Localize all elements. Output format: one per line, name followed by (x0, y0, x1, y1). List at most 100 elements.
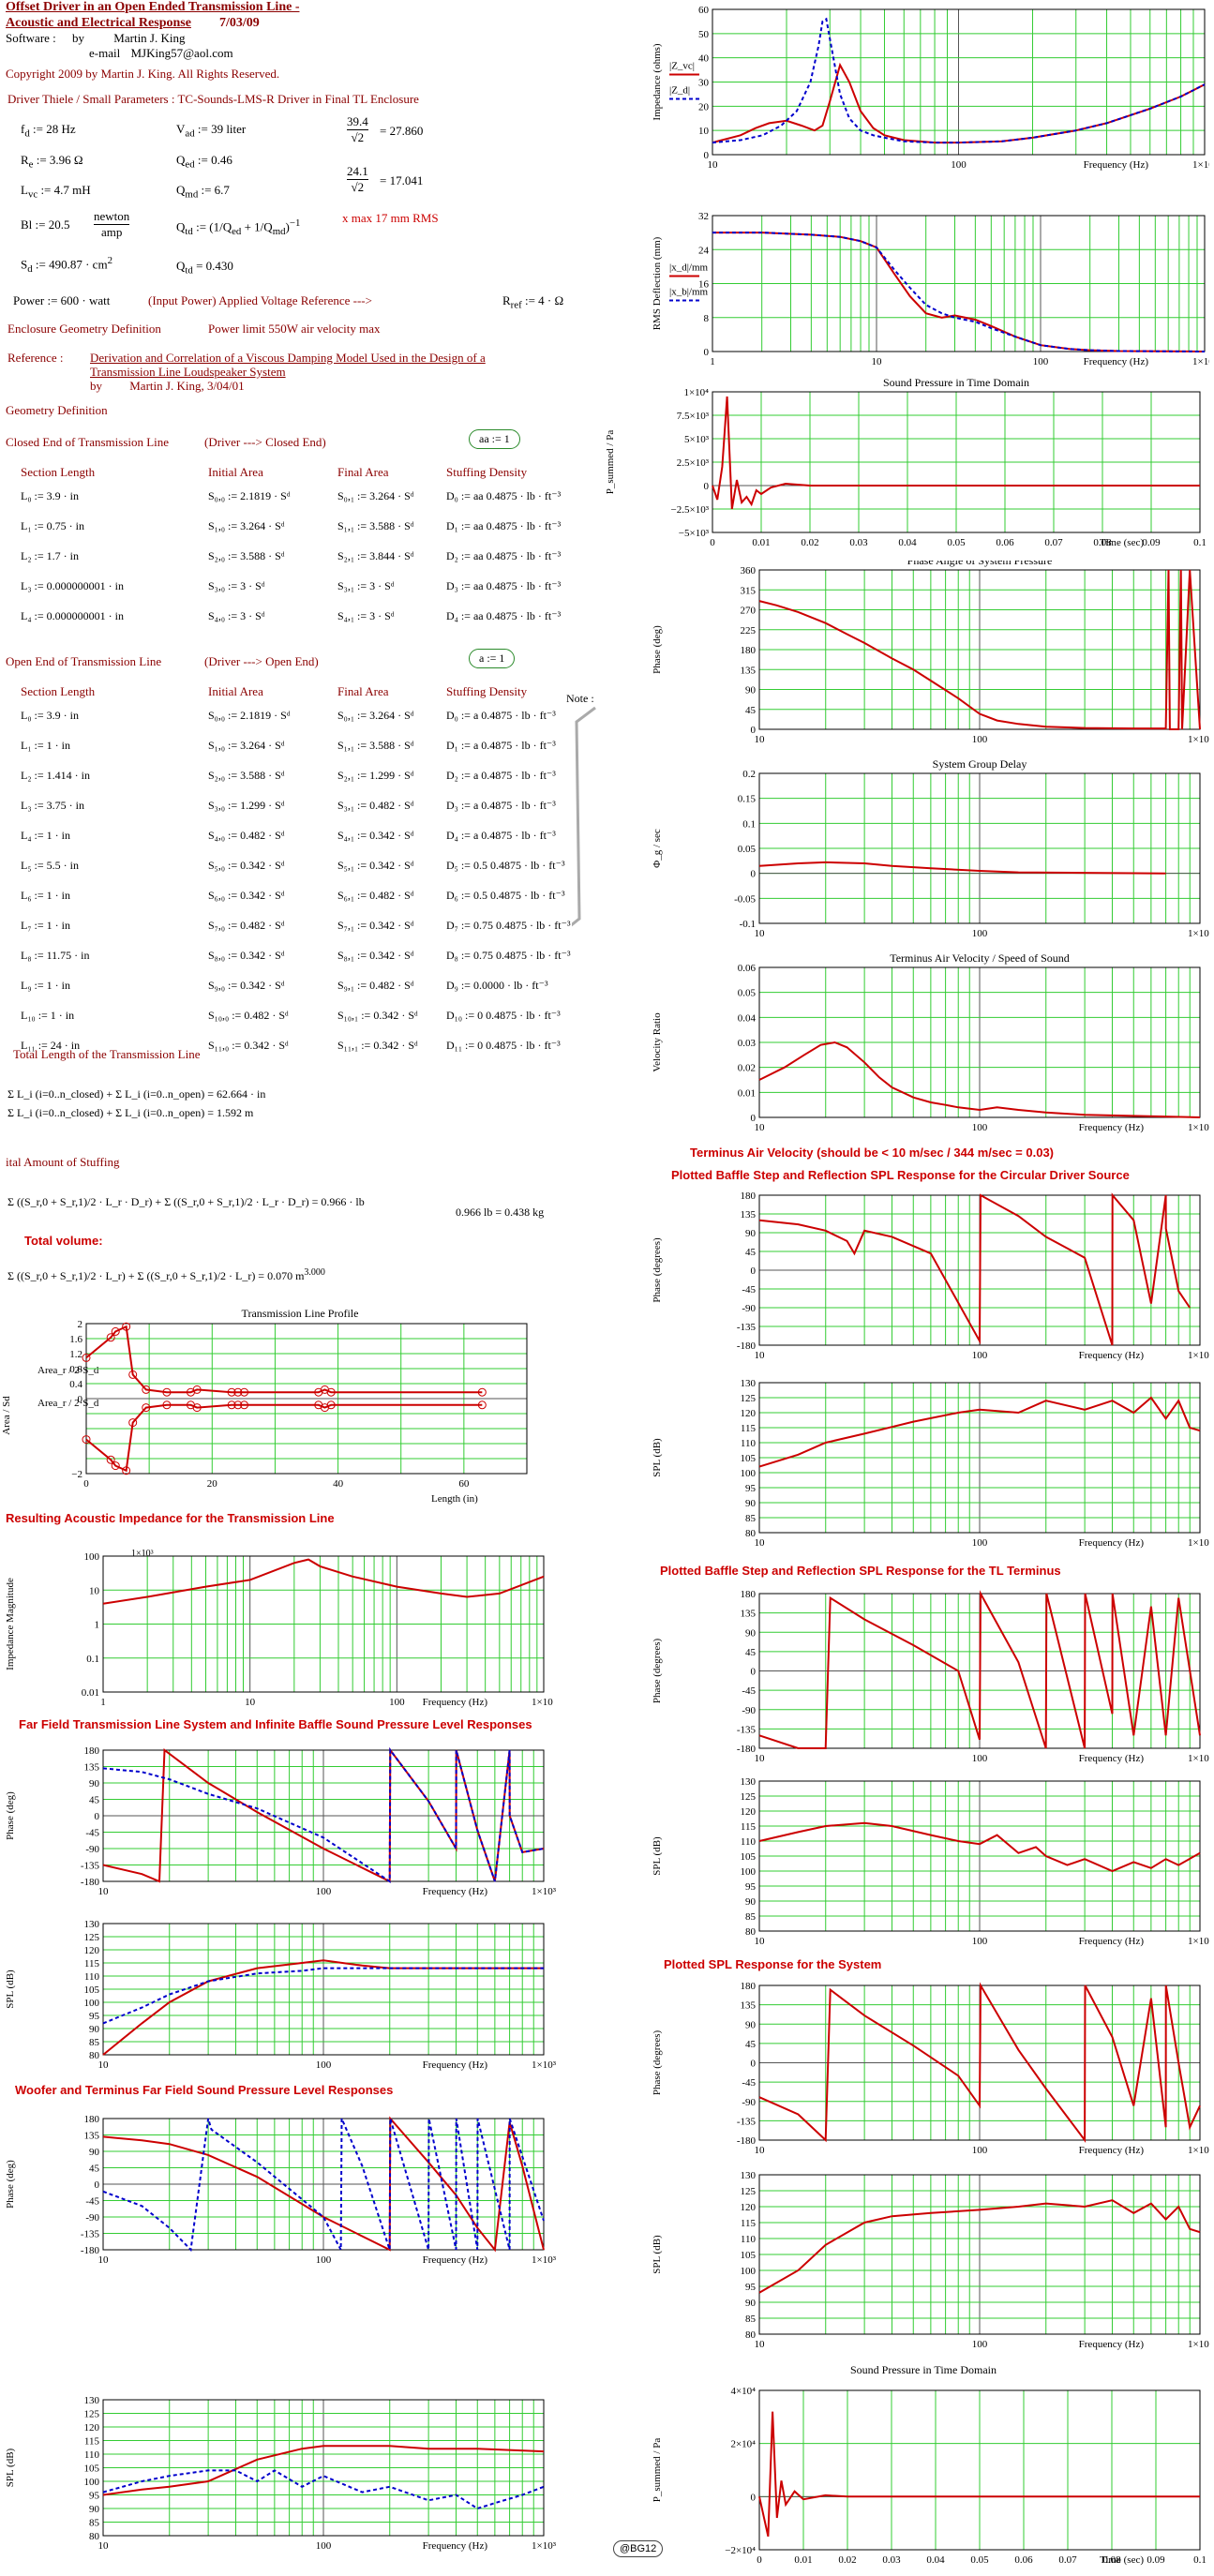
x-tick-label: 0.05 (970, 2554, 989, 2566)
open-cell: S₄,₁ := 0.342 · Sᵈ (337, 829, 414, 842)
y-tick-label: 1×10³ (131, 1549, 154, 1559)
closed-switch[interactable]: aa := 1 (469, 429, 520, 449)
reference-line-1[interactable]: Derivation and Correlation of a Viscous … (90, 351, 486, 365)
phase-system-chart: 0 45 90 135 180 225 270 315 360 10 100 1×10³ Phase (… (652, 561, 1209, 745)
profile-marker (111, 1326, 120, 1336)
x-tick-label: 1×10³ (1188, 2339, 1209, 2350)
acoustic-impedance-chart: 0.01 0.1 1 10 100 1 10 100 1×10³ Frequency (Hz) Im… (5, 1549, 553, 1708)
closed-cell: L₀ := 3.9 · in (21, 489, 79, 502)
open-cell: S₁₀,₁ := 0.342 · Sᵈ (337, 1009, 418, 1022)
param-re: Re := 3.96 Ω (21, 153, 83, 171)
param-fd: fd := 28 Hz (21, 122, 76, 140)
y-tick-label: 180 (84, 2114, 100, 2125)
plot-frame (102, 2118, 545, 2251)
qtd-e2: ed (232, 225, 242, 237)
profile-marker (142, 1385, 151, 1394)
y-tick-label: 115 (741, 1423, 757, 1434)
y-tick-label: 130 (741, 2170, 757, 2181)
fd-sym: f (21, 122, 25, 136)
open-cell: D₈ := 0.75 0.4875 · lb · ft⁻³ (446, 949, 571, 962)
open-switch[interactable]: a := 1 (469, 649, 516, 668)
expr1-den: √2 (351, 130, 365, 144)
y-tick-label: 120 (84, 1945, 100, 1956)
expr-1: 39.4 √2 (347, 114, 368, 145)
param-rref: Rref := 4 · Ω (502, 293, 563, 311)
legend-label: |Z_vc| (669, 61, 695, 72)
y-tick-label: 0 (704, 481, 710, 492)
plot-frame (758, 966, 1201, 1118)
email-link[interactable]: MJKing57@aol.com (130, 46, 233, 60)
profile-marker (233, 1387, 243, 1397)
expr2-num: 24.1 (347, 164, 368, 180)
total-length-heading: Total Length of the Transmission Line (13, 1047, 201, 1061)
closed-cell: S₄,₀ := 3 · Sᵈ (208, 609, 265, 622)
y-axis-label: P_summed / Pa (652, 2438, 663, 2503)
legend-label: |Z_d| (669, 85, 690, 97)
closed-cell: L₃ := 0.000000001 · in (21, 579, 124, 592)
y-tick-label: 0.01 (738, 1087, 756, 1099)
x-tick-label: 10 (755, 1350, 766, 1361)
x-axis-label: Time (sec) (1100, 2554, 1144, 2566)
system-spl-chart: 80 85 90 95 100 105 110 115 120 125 130 10 100 1×10³ F… (652, 2170, 1209, 2350)
x-tick-label: 100 (972, 928, 988, 939)
qtd-e3: + 1/Q (241, 219, 273, 234)
open-col-header: Section Length (21, 684, 96, 698)
series-line (102, 2116, 545, 2253)
y-tick-label: 90 (89, 2147, 100, 2158)
y-tick-label: 90 (745, 2298, 757, 2309)
y-tick-label: 90 (89, 2024, 100, 2035)
open-cell: L₉ := 1 · in (21, 979, 70, 992)
series-line (102, 2118, 545, 2253)
profile-marker (227, 1400, 236, 1410)
open-cell: S₅,₁ := 0.342 · Sᵈ (337, 859, 414, 872)
y-tick-label: 85 (89, 2518, 100, 2529)
open-dir: (Driver ---> Open End) (204, 654, 319, 668)
y-tick-label: 135 (84, 2131, 100, 2142)
open-cell: S₈,₁ := 0.342 · Sᵈ (337, 949, 414, 962)
y-axis-label: RMS Deflection (mm) (652, 236, 663, 330)
y-tick-label: 100 (741, 2266, 757, 2277)
profile-marker (162, 1400, 172, 1410)
y-tick-label: -45 (85, 2196, 99, 2208)
profile-marker (106, 1333, 115, 1342)
y-tick-label: -45 (742, 2077, 756, 2089)
y-tick-label: 225 (741, 625, 757, 637)
profile-marker (233, 1400, 243, 1410)
y-axis-label: Phase (deg) (5, 1791, 16, 1840)
x-tick-label: 0 (83, 1478, 89, 1490)
x-tick-label: 0.01 (794, 2554, 812, 2566)
y-tick-label: 110 (741, 1438, 757, 1449)
y-tick-label: −5×10³ (679, 528, 710, 539)
y-tick-label: 20 (698, 101, 710, 112)
y-tick-label: 0 (751, 2492, 757, 2503)
plot-frame (758, 772, 1201, 924)
closed-cell: D₃ := aa 0.4875 · lb · ft⁻³ (446, 579, 562, 592)
x-tick-label: 100 (972, 1122, 988, 1133)
x-tick-label: 1 (100, 1697, 106, 1708)
y-tick-label: 85 (89, 2037, 100, 2048)
profile-marker (326, 1387, 336, 1397)
date: 7/03/09 (218, 16, 260, 30)
y-tick-label: 1 (95, 1620, 100, 1631)
x-tick-label: 100 (1033, 356, 1049, 367)
y-tick-label: 0 (751, 1667, 757, 1678)
y-tick-label: 0 (95, 1811, 100, 1822)
rref-sym: R (502, 293, 511, 307)
closed-cell: S₀,₀ := 2.1819 · Sᵈ (208, 489, 291, 502)
reference-line-2[interactable]: Transmission Line Loudspeaker System (90, 365, 286, 379)
x-tick-label: 100 (972, 734, 988, 745)
y-tick-label: 135 (741, 2000, 757, 2012)
time-top-chart: −5×10³ −2.5×10³ 0 2.5×10³ 5×10³ 7.5×10³ 1×10⁴ 0… (605, 376, 1207, 548)
x-tick-label: 0.01 (752, 537, 770, 548)
x-axis-label: Frequency (Hz) (1079, 2145, 1145, 2156)
series-line (102, 2445, 545, 2496)
x-tick-label: 0.04 (898, 537, 917, 548)
qtd-e5: ) (285, 219, 290, 234)
y-axis-label: SPL (dB) (652, 1836, 663, 1876)
param-power: Power := 600 · watt (13, 293, 111, 307)
email-line: e-mail MJKing57@aol.com (89, 46, 233, 61)
y-tick-label: 45 (745, 2039, 757, 2050)
open-cell: S₇,₁ := 0.342 · Sᵈ (337, 919, 414, 932)
profile-marker (82, 1435, 91, 1445)
